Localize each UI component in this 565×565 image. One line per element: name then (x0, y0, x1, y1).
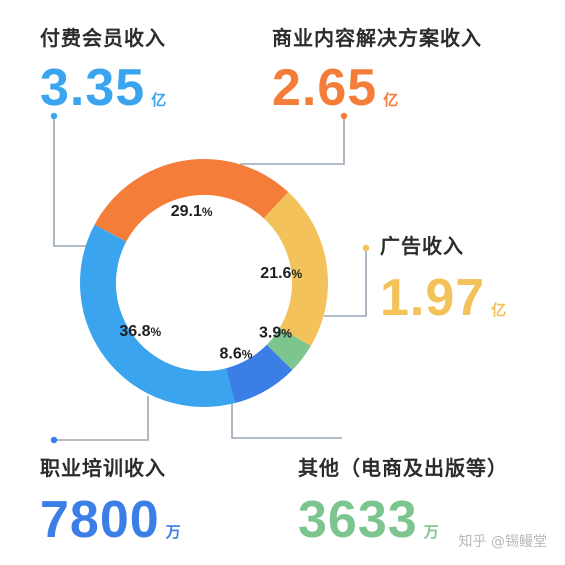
watermark: 知乎 @锡鳗堂 (458, 534, 547, 550)
donut-slice-training (226, 344, 293, 404)
membership-value: 3.35 (40, 59, 146, 117)
leader-dot-content (340, 112, 348, 120)
donut-slice-other (266, 327, 311, 371)
ads-value: 1.97 (380, 269, 486, 327)
training-value-block: 7800 万 (40, 494, 181, 546)
membership-unit: 亿 (151, 91, 167, 109)
donut-slices (80, 158, 328, 407)
ads-value-block: 1.97 亿 (380, 272, 506, 324)
donut-slice-membership (80, 224, 236, 407)
donut-slice-content (94, 158, 289, 242)
leader-line-ads (324, 248, 367, 317)
content-title: 商业内容解决方案收入 (272, 26, 482, 50)
leader-line-content (240, 116, 345, 165)
leader-dot-training (50, 436, 58, 444)
slice-label-content: 29.1% (171, 203, 213, 220)
slice-label-other: 3.9% (259, 325, 292, 342)
leader-line-training (54, 396, 149, 441)
slice-label-membership: 36.8% (119, 323, 161, 340)
training-value: 7800 (40, 491, 160, 549)
ads-title: 广告收入 (380, 234, 464, 258)
content-value: 2.65 (272, 59, 378, 117)
content-value-block: 2.65 亿 (272, 62, 398, 114)
donut-slice-ads (263, 191, 328, 346)
ads-unit: 亿 (491, 301, 507, 319)
training-title: 职业培训收入 (40, 456, 166, 480)
slice-label-training: 8.6% (219, 345, 252, 362)
slice-label-ads: 21.6% (260, 265, 302, 282)
content-unit: 亿 (383, 91, 399, 109)
leader-dot-ads (362, 244, 370, 252)
membership-title: 付费会员收入 (40, 26, 166, 50)
slice-labels: 29.1% 21.6% 3.9% 8.6% 36.8% (119, 203, 302, 362)
other-value-block: 3633 万 (298, 494, 439, 546)
leader-dot-membership (50, 112, 58, 120)
leader-line-other (231, 388, 342, 439)
other-title: 其他（电商及出版等） (298, 456, 508, 480)
training-unit: 万 (165, 523, 181, 541)
other-unit: 万 (423, 523, 439, 541)
donut-hole (116, 195, 292, 371)
membership-value-block: 3.35 亿 (40, 62, 166, 114)
other-value: 3633 (298, 491, 418, 549)
